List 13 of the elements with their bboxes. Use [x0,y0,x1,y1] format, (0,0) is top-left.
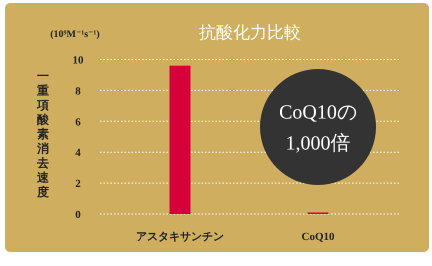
y-tick-label: 8 [75,85,82,98]
y-tick-label: 10 [72,54,84,66]
y-tick-label: 0 [75,209,82,221]
y-tick-label: 4 [75,147,82,160]
annotation: 1,000倍 [286,132,350,154]
chart-title: 抗酸化力比較 [199,23,301,42]
y-tick-label: 6 [75,116,82,128]
x-tick-label: CoQ10 [302,231,335,243]
y-tick-label: 2 [75,178,82,190]
x-tick-label: アスタキサンチン [136,231,224,243]
text: 一重項酸素消去速度 [37,69,49,199]
text: (10⁹M⁻¹s⁻¹) [50,29,100,40]
annotation: CoQ10の [279,102,357,124]
